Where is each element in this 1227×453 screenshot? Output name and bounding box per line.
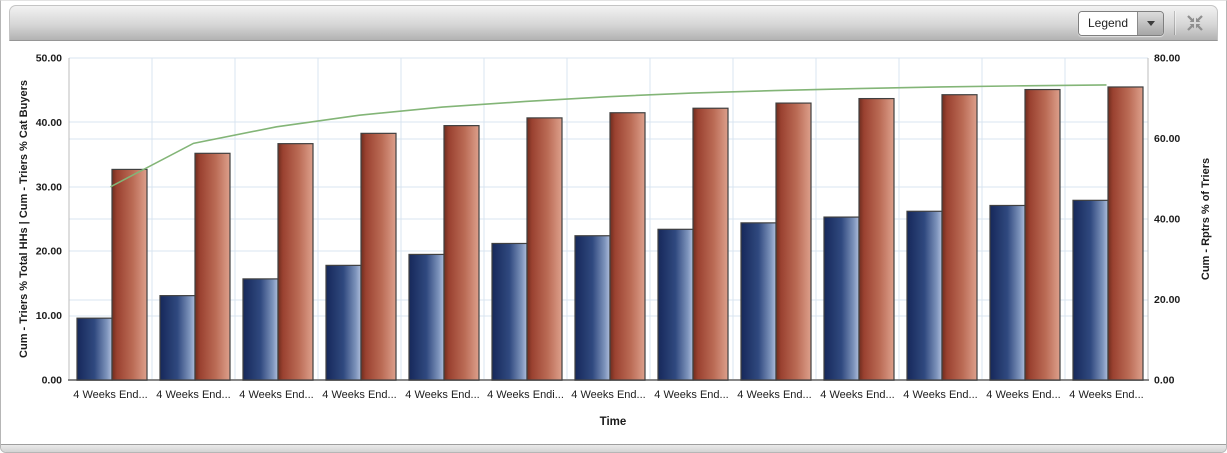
x-axis-category-label: 4 Weeks End... — [156, 389, 230, 401]
toolbar-divider — [1174, 11, 1175, 35]
bar-triers-cat-buyers[interactable] — [775, 102, 812, 381]
x-axis-category-label: 4 Weeks End... — [654, 389, 728, 401]
x-axis-category-label: 4 Weeks End... — [1069, 389, 1143, 401]
bar-triers-cat-buyers[interactable] — [858, 97, 895, 381]
right-axis-tick: 80.00 — [1154, 53, 1180, 65]
bar-triers-cat-buyers[interactable] — [1024, 88, 1061, 381]
x-axis-category-label: 4 Weeks End... — [405, 389, 479, 401]
right-axis-tick: 40.00 — [1154, 214, 1180, 226]
bar-triers-total-hhs[interactable] — [823, 216, 860, 381]
bar-triers-total-hhs[interactable] — [657, 228, 694, 381]
chart-toolbar: Legend — [9, 5, 1218, 41]
bar-triers-total-hhs[interactable] — [325, 264, 362, 381]
bar-triers-cat-buyers[interactable] — [194, 152, 231, 381]
collapse-arrows-icon[interactable] — [1185, 13, 1205, 33]
x-axis-title: Time — [600, 416, 627, 428]
left-axis-tick: 20.00 — [36, 246, 62, 258]
left-axis-title: Cum - Triers % Total HHs | Cum - Triers … — [18, 80, 30, 358]
bar-triers-total-hhs[interactable] — [159, 295, 196, 381]
legend-dropdown[interactable]: Legend — [1078, 10, 1164, 36]
x-axis-category-label: 4 Weeks End... — [903, 389, 977, 401]
right-axis-tick: 20.00 — [1154, 294, 1180, 306]
bar-triers-total-hhs[interactable] — [408, 253, 445, 381]
bar-triers-cat-buyers[interactable] — [1107, 86, 1144, 381]
bar-triers-cat-buyers[interactable] — [277, 143, 314, 381]
x-axis-category-label: 4 Weeks End... — [73, 389, 147, 401]
x-axis-category-label: 4 Weeks End... — [986, 389, 1060, 401]
x-axis-category-label: 4 Weeks End... — [737, 389, 811, 401]
legend-dropdown-value: Legend — [1079, 11, 1137, 35]
bar-triers-total-hhs[interactable] — [242, 278, 279, 381]
left-axis-tick: 50.00 — [36, 53, 62, 65]
chevron-down-icon[interactable] — [1137, 11, 1163, 35]
x-axis-category-label: 4 Weeks End... — [820, 389, 894, 401]
x-axis-category-label: 4 Weeks End... — [322, 389, 396, 401]
bar-triers-total-hhs[interactable] — [740, 222, 777, 381]
bar-triers-total-hhs[interactable] — [989, 204, 1026, 381]
bar-triers-total-hhs[interactable] — [906, 210, 943, 381]
right-axis-tick: 60.00 — [1154, 133, 1180, 145]
left-axis-tick: 10.00 — [36, 310, 62, 322]
x-axis-category-label: 4 Weeks Endi... — [487, 389, 564, 401]
left-axis-tick: 40.00 — [36, 117, 62, 129]
left-axis-tick: 0.00 — [42, 375, 63, 387]
right-axis-tick: 0.00 — [1154, 375, 1175, 387]
bar-triers-cat-buyers[interactable] — [111, 168, 148, 381]
bar-triers-total-hhs[interactable] — [491, 242, 528, 381]
x-axis-category-label: 4 Weeks End... — [571, 389, 645, 401]
bar-triers-total-hhs[interactable] — [76, 317, 113, 381]
bar-triers-cat-buyers[interactable] — [692, 107, 729, 381]
bar-triers-cat-buyers[interactable] — [526, 117, 563, 381]
bar-triers-cat-buyers[interactable] — [609, 112, 646, 381]
left-axis-tick: 30.00 — [36, 181, 62, 193]
bar-triers-cat-buyers[interactable] — [360, 132, 397, 381]
right-axis-title: Cum - Rptrs % of Triers — [1200, 158, 1212, 280]
bar-triers-cat-buyers[interactable] — [443, 125, 480, 381]
window-bottom-strip — [1, 444, 1226, 452]
line-rptrs-pct-of-triers[interactable] — [110, 84, 1107, 188]
toolbar-controls: Legend — [1078, 6, 1211, 40]
x-axis-category-label: 4 Weeks End... — [239, 389, 313, 401]
bar-triers-cat-buyers[interactable] — [941, 94, 978, 381]
bar-triers-total-hhs[interactable] — [574, 235, 611, 381]
bar-triers-total-hhs[interactable] — [1072, 199, 1109, 381]
